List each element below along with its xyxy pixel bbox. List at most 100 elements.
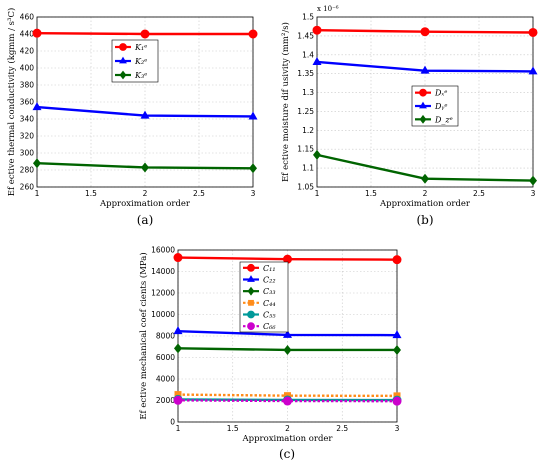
legend-box: [239, 261, 289, 333]
y-tick-label: 1.1: [302, 164, 314, 173]
data-point: [421, 173, 429, 184]
x-tick-label: 1.5: [227, 424, 239, 433]
legend: Dₓᵉ Dᵧᵉ D_zᵉ: [411, 85, 459, 127]
y-tick-label: 1.45: [297, 31, 314, 40]
chart-panel-c: 0 2000 4000 6000 8000 10000 12000 14000 16000 1 1.…: [138, 246, 402, 461]
x-tick-label: 3: [531, 189, 536, 198]
data-point: [312, 56, 322, 65]
data-point: [392, 330, 402, 339]
data-point: [248, 111, 258, 120]
data-point: [312, 25, 322, 35]
data-point: [528, 66, 538, 75]
y-tick-label: 8000: [156, 332, 175, 341]
x-tick-label: 1.5: [365, 189, 377, 198]
y-tick-label: 320: [20, 132, 35, 141]
data-point: [420, 27, 430, 37]
y-tick-label: 1.3: [302, 88, 314, 97]
data-point: [174, 391, 182, 399]
x-tick-label: 2.5: [193, 189, 205, 198]
y-tick-label: 14000: [151, 267, 175, 276]
series-1: [312, 25, 538, 37]
legend-label: C₄₄: [263, 299, 276, 308]
y-tick-label: 0: [170, 418, 175, 427]
x-tick-label: 3: [395, 424, 400, 433]
y-tick-label: 440: [20, 30, 35, 39]
y-tick-label: 16000: [151, 246, 175, 255]
series-2: [173, 326, 402, 339]
y-tick-label: 340: [20, 115, 35, 124]
y-tick-label: 380: [20, 81, 35, 90]
y-tick-label: 1.5: [302, 13, 314, 22]
data-point: [173, 253, 183, 263]
legend-label: C₁₁: [263, 264, 276, 273]
x-tick-label: 1: [35, 189, 40, 198]
series-3: [313, 149, 537, 186]
legend: K₁ᵉ K₂ᵉ K₃ᵉ: [111, 39, 159, 83]
y-tick-label: 1.2: [302, 126, 314, 135]
legend-marker: [119, 43, 127, 51]
series-3: [174, 343, 401, 355]
data-point: [283, 344, 292, 355]
series-1: [173, 253, 402, 265]
y-tick-label: 420: [20, 47, 35, 56]
x-axis-label: Approximation order: [379, 199, 471, 209]
y-tick-label: 360: [20, 98, 35, 107]
y-tick-label: 400: [20, 64, 35, 73]
data-point: [392, 396, 402, 406]
legend-marker: [248, 299, 254, 306]
legend-marker: [247, 322, 255, 331]
legend-marker: [247, 263, 255, 272]
series-2: [32, 102, 258, 120]
x-tick-label: 3: [251, 189, 256, 198]
legend-label: K₂ᵉ: [134, 57, 147, 66]
series-1: [32, 28, 258, 39]
y-tick-label: 12000: [151, 289, 175, 298]
legend-marker: [419, 114, 427, 124]
data-point: [174, 343, 182, 354]
plot-frame: [316, 16, 534, 188]
y-tick-label: 4000: [156, 375, 175, 384]
data-point: [283, 396, 292, 406]
y-tick-label: 1.15: [297, 145, 314, 154]
legend-marker: [419, 88, 427, 97]
data-point: [529, 175, 537, 186]
data-point: [173, 395, 183, 405]
x-tick-label: 2: [423, 189, 428, 198]
chart-panel-b: 1.05 1.1 1.15 1.2 1.25 1.3 1.35 1.4 1.45 1.5 1 1.5 2…: [280, 5, 538, 227]
legend-label: C₆₆: [263, 322, 276, 331]
y-tick-label: 6000: [156, 353, 175, 362]
figure-caption: (c): [279, 447, 295, 461]
x-tick-label: 2.5: [473, 189, 485, 198]
chart-panel-a: 260 280 300 320 340 360 380 400 420 440 460 1 1.5 2 2.…: [6, 8, 258, 227]
data-point: [32, 28, 42, 38]
figure-caption: (b): [416, 213, 433, 227]
x-tick-label: 1.5: [85, 189, 97, 198]
data-point: [33, 158, 41, 169]
legend-label: Dᵧᵉ: [434, 102, 448, 111]
legend-marker: [247, 310, 255, 319]
x-tick-label: 1: [176, 424, 181, 433]
legend-marker: [247, 275, 255, 282]
y-tick-label: 1.35: [297, 69, 314, 78]
legend-label: K₃ᵉ: [134, 71, 147, 80]
data-point: [249, 163, 257, 174]
data-point: [313, 149, 321, 160]
x-tick-label: 2: [143, 189, 148, 198]
x-tick-label: 2: [285, 424, 290, 433]
data-point: [32, 102, 42, 111]
legend-label: C₂₂: [263, 276, 276, 285]
legend-marker: [119, 70, 127, 80]
y-axis-label: Ef ective moisture dif usivity (mm²/s): [280, 22, 291, 182]
data-point: [283, 329, 292, 338]
y-tick-label: 2000: [156, 396, 175, 405]
x-tick-label: 1: [315, 189, 320, 198]
y-tick-label: 300: [20, 149, 35, 158]
data-point: [141, 162, 149, 173]
data-point: [140, 110, 150, 119]
y-tick-label: 280: [20, 166, 35, 175]
figure-caption: (a): [137, 213, 154, 227]
x-axis-label: Approximation order: [242, 434, 334, 444]
series-2: [312, 56, 538, 75]
data-point: [393, 344, 401, 355]
y-tick-label: 260: [20, 183, 35, 192]
